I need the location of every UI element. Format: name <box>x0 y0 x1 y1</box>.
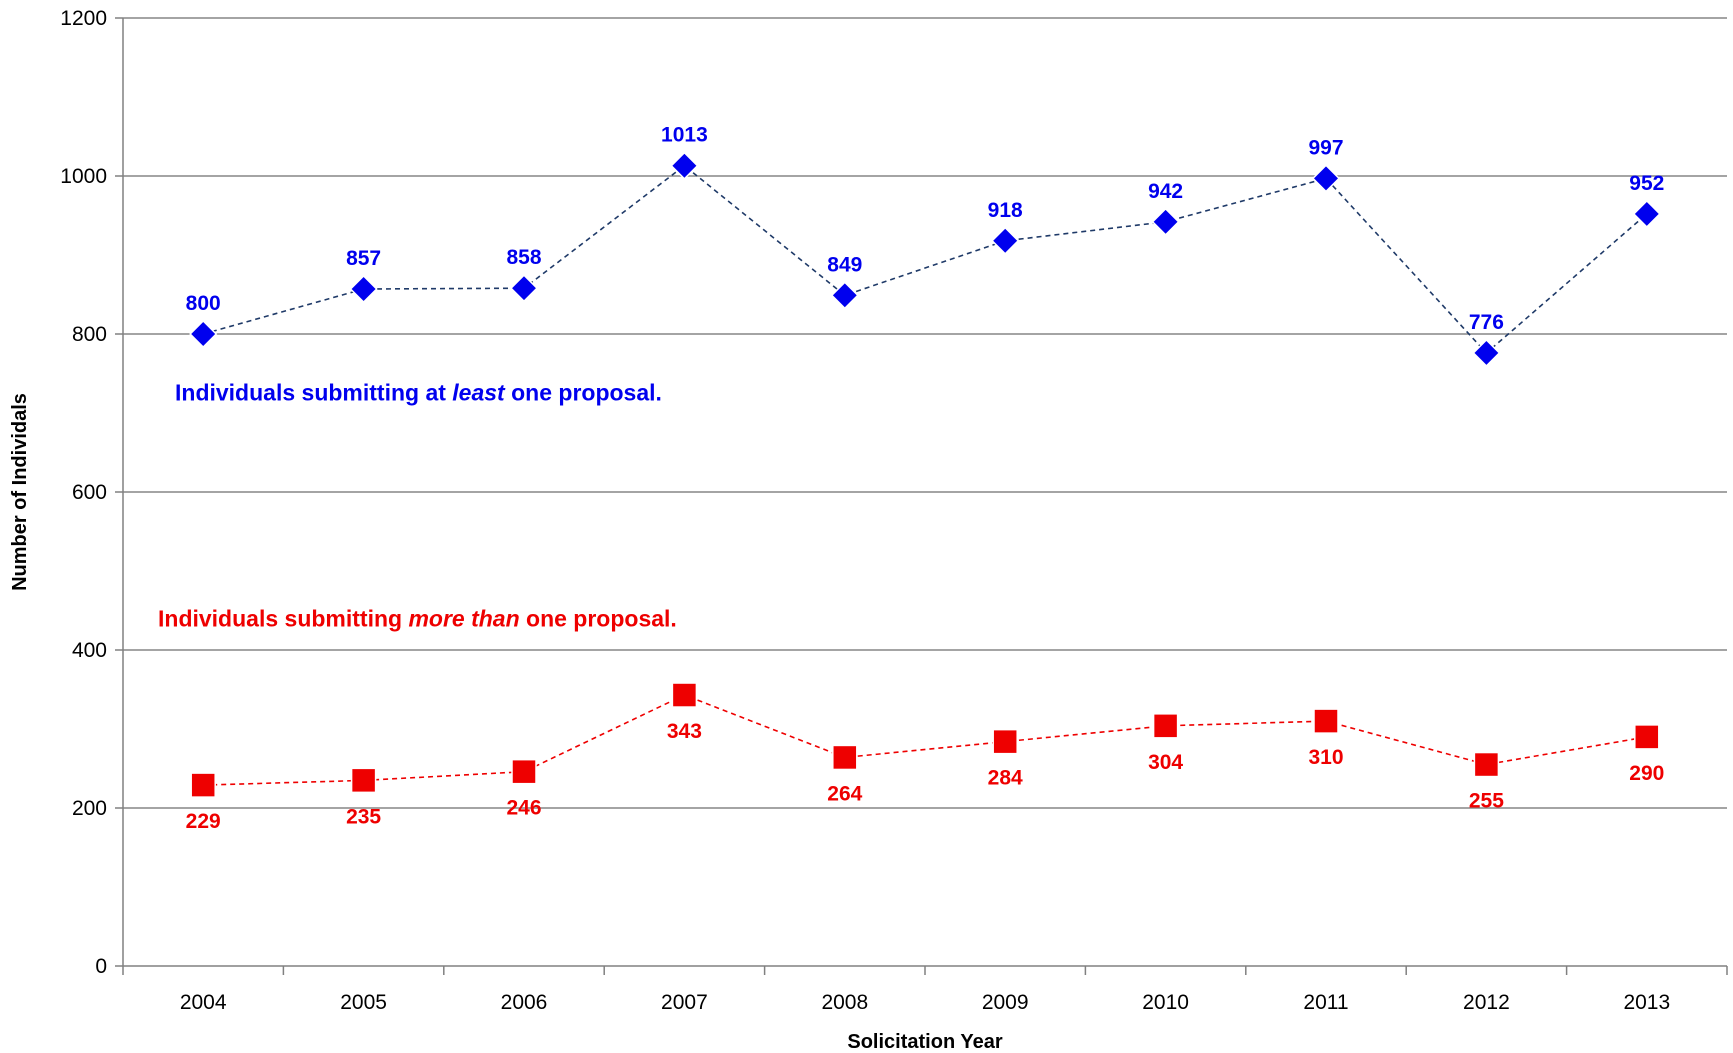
diamond-marker <box>1472 338 1501 368</box>
data-label: 800 <box>186 292 221 315</box>
square-marker <box>1313 708 1339 734</box>
data-label: 857 <box>346 247 381 270</box>
square-marker <box>1473 751 1500 778</box>
diamond-marker <box>349 274 378 304</box>
square-marker <box>190 772 216 798</box>
data-label-layer: 800 857 858 1013 849 918 942 997 776 952 229 235 246… <box>186 124 1665 833</box>
series-annotation-2: Individuals submitting more than one pro… <box>158 605 677 631</box>
y-tick-label: 1200 <box>60 7 107 30</box>
x-tick-label: 2004 <box>180 991 227 1014</box>
y-axis-ticks: 0 200 400 600 800 1000 1200 <box>60 7 123 978</box>
diamond-marker <box>509 274 539 303</box>
data-label: 952 <box>1629 172 1664 195</box>
data-label: 776 <box>1469 311 1504 334</box>
x-tick-label: 2012 <box>1463 991 1510 1014</box>
y-tick-label: 800 <box>72 323 107 346</box>
y-tick-label: 200 <box>72 797 107 820</box>
x-tick-label: 2007 <box>661 991 708 1014</box>
diamond-marker <box>991 226 1020 255</box>
square-marker <box>1152 713 1179 739</box>
data-label: 284 <box>988 767 1023 790</box>
square-marker <box>350 767 377 794</box>
series-line-2 <box>203 694 1647 786</box>
square-marker <box>1634 724 1660 750</box>
annotation-text: Individuals submitting at <box>175 379 452 405</box>
data-label: 858 <box>506 246 541 269</box>
diamond-marker <box>1311 164 1341 193</box>
data-label: 343 <box>667 720 702 743</box>
x-tick-label: 2011 <box>1303 991 1348 1014</box>
annotation-text: one proposal. <box>520 605 677 631</box>
series-layer <box>189 151 1661 798</box>
diamond-marker <box>1151 207 1180 236</box>
diamond-marker <box>1632 199 1661 228</box>
annotation-text: one proposal. <box>505 379 662 405</box>
data-label: 918 <box>988 199 1023 222</box>
data-label: 264 <box>827 782 862 805</box>
x-tick-label: 2009 <box>982 991 1029 1014</box>
y-tick-label: 600 <box>72 481 107 504</box>
data-label: 310 <box>1308 746 1343 769</box>
data-label: 997 <box>1308 136 1343 159</box>
data-label: 304 <box>1148 751 1183 774</box>
y-tick-label: 0 <box>95 955 107 978</box>
x-tick-label: 2006 <box>501 991 548 1014</box>
diamond-marker <box>670 151 699 180</box>
y-tick-label: 1000 <box>60 165 107 188</box>
x-axis-ticks: 2004 2005 2006 2007 2008 2009 2010 2011 2012 2013 <box>122 966 1728 1014</box>
diamond-marker <box>189 319 218 349</box>
data-label: 1013 <box>661 124 708 147</box>
square-marker <box>511 758 537 785</box>
series-line-1 <box>202 164 1648 355</box>
x-tick-label: 2013 <box>1623 991 1670 1014</box>
diamond-marker <box>830 281 859 310</box>
x-tick-label: 2008 <box>821 991 868 1014</box>
data-label: 246 <box>506 797 541 820</box>
data-label: 942 <box>1148 180 1183 203</box>
annotation-text: more than <box>408 605 519 631</box>
annotation-text: least <box>452 379 506 405</box>
square-marker <box>832 744 858 771</box>
gridlines <box>123 17 1727 809</box>
data-label: 255 <box>1469 790 1504 813</box>
data-label: 849 <box>827 253 862 276</box>
x-tick-label: 2010 <box>1142 991 1189 1014</box>
data-label: 229 <box>186 810 221 833</box>
series-annotation-1: Individuals submitting at least one prop… <box>175 379 662 405</box>
y-tick-label: 400 <box>72 639 107 662</box>
square-marker <box>671 682 698 708</box>
x-axis-title: Solicitation Year <box>847 1031 1002 1053</box>
x-tick-label: 2005 <box>340 991 387 1014</box>
data-label: 235 <box>346 805 381 828</box>
annotation-text: Individuals submitting <box>158 605 408 631</box>
data-label: 290 <box>1629 762 1664 785</box>
y-axis-title: Number of Individals <box>9 393 31 591</box>
square-marker <box>992 728 1018 755</box>
annotation-layer: Individuals submitting at least one prop… <box>158 379 677 631</box>
